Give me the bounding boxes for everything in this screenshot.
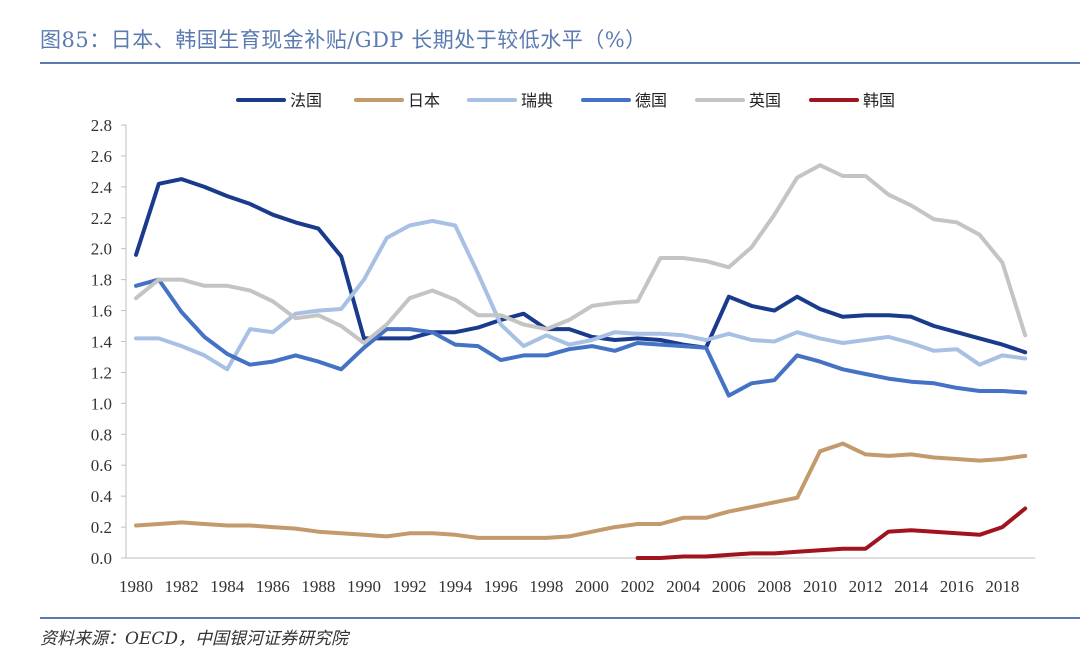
y-tick-label: 0.0 <box>91 549 112 568</box>
x-tick-label: 1986 <box>256 577 290 596</box>
y-tick-label: 1.6 <box>91 302 112 321</box>
x-tick-label: 1996 <box>484 577 518 596</box>
y-tick-label: 1.0 <box>91 394 112 413</box>
legend-label: 日本 <box>408 91 440 110</box>
x-tick-label: 1984 <box>210 577 245 596</box>
x-tick-label: 2004 <box>666 577 701 596</box>
series-line-法国 <box>134 177 1028 355</box>
series-line-德国 <box>134 277 1028 398</box>
x-tick-label: 1994 <box>438 577 473 596</box>
legend-label: 德国 <box>635 91 667 110</box>
legend: 法国 日本 瑞典 德国 英国 韩国 <box>236 91 895 110</box>
footer-divider <box>40 617 1080 619</box>
y-tick-label: 2.6 <box>91 147 112 166</box>
x-tick-label: 1980 <box>119 577 153 596</box>
x-tick-label: 1982 <box>165 577 199 596</box>
x-tick-label: 2018 <box>985 577 1019 596</box>
chart-title: 图85：日本、韩国生育现金补贴/GDP 长期处于较低水平（%） <box>40 28 647 52</box>
series-line-韩国 <box>635 506 1028 560</box>
legend-label: 韩国 <box>863 91 895 110</box>
x-tick-label: 2006 <box>712 577 746 596</box>
source-note: 资料来源：OECD，中国银河证券研究院 <box>40 629 348 649</box>
plot-area <box>134 163 1028 560</box>
x-tick-label: 2012 <box>849 577 883 596</box>
y-tick-label: 1.4 <box>91 333 113 352</box>
x-tick-label: 1988 <box>301 577 335 596</box>
x-tick-label: 2016 <box>940 577 974 596</box>
legend-label: 瑞典 <box>521 91 553 110</box>
y-tick-label: 1.2 <box>91 363 112 382</box>
x-tick-label: 1990 <box>347 577 381 596</box>
y-tick-label: 2.0 <box>91 240 112 259</box>
series-line-瑞典 <box>134 218 1028 372</box>
x-tick-label: 1998 <box>529 577 563 596</box>
series-line-日本 <box>134 441 1028 540</box>
x-tick-label: 2000 <box>575 577 609 596</box>
y-tick-label: 0.6 <box>91 456 112 475</box>
x-tick-label: 1992 <box>393 577 427 596</box>
title-divider <box>40 62 1080 64</box>
x-axis: 1980 1982 1984 1986 1988 1990 1992 1994 1996 1998… <box>119 557 1036 596</box>
y-tick-label: 2.2 <box>91 209 112 228</box>
legend-label: 法国 <box>290 91 322 110</box>
x-tick-label: 2010 <box>803 577 837 596</box>
y-axis: 0.0 0.2 0.4 0.6 0.8 1.0 1.2 1.4 1.6 1.8 2.0 2.2 2.4 2… <box>91 116 127 568</box>
x-tick-label: 2008 <box>757 577 791 596</box>
x-tick-label: 2014 <box>894 577 929 596</box>
y-tick-label: 0.4 <box>91 487 113 506</box>
y-tick-label: 1.8 <box>91 271 112 290</box>
x-tick-label: 2002 <box>621 577 655 596</box>
y-tick-label: 2.8 <box>91 116 112 135</box>
y-tick-label: 2.4 <box>91 178 113 197</box>
y-tick-label: 0.8 <box>91 425 112 444</box>
y-tick-label: 0.2 <box>91 518 112 537</box>
series-line-英国 <box>134 163 1028 345</box>
legend-label: 英国 <box>749 91 781 110</box>
